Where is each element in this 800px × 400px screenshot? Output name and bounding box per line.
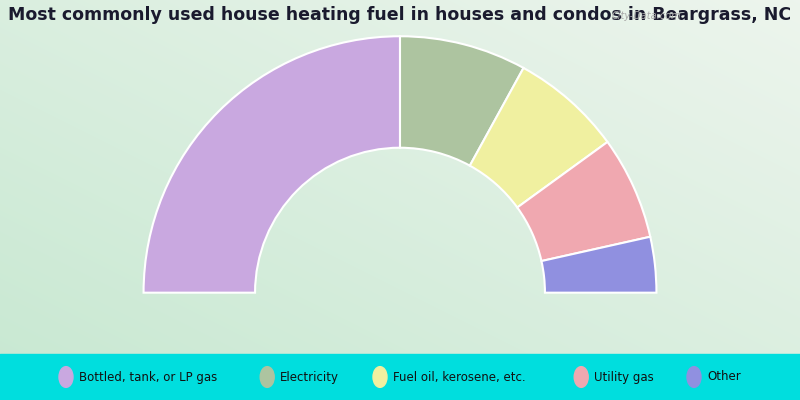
Wedge shape	[518, 142, 650, 261]
Text: Utility gas: Utility gas	[594, 370, 654, 384]
Text: Fuel oil, kerosene, etc.: Fuel oil, kerosene, etc.	[393, 370, 526, 384]
Ellipse shape	[687, 367, 701, 387]
Ellipse shape	[574, 367, 588, 387]
Ellipse shape	[59, 367, 73, 387]
Text: Most commonly used house heating fuel in houses and condos in Beargrass, NC: Most commonly used house heating fuel in…	[9, 6, 791, 24]
Text: Other: Other	[707, 370, 741, 384]
Text: City-Data.com: City-Data.com	[611, 11, 681, 21]
Wedge shape	[470, 68, 607, 208]
Wedge shape	[143, 36, 400, 293]
Ellipse shape	[373, 367, 387, 387]
Wedge shape	[542, 237, 657, 293]
Text: Bottled, tank, or LP gas: Bottled, tank, or LP gas	[79, 370, 218, 384]
Text: Electricity: Electricity	[280, 370, 339, 384]
Wedge shape	[400, 36, 523, 166]
Ellipse shape	[260, 367, 274, 387]
